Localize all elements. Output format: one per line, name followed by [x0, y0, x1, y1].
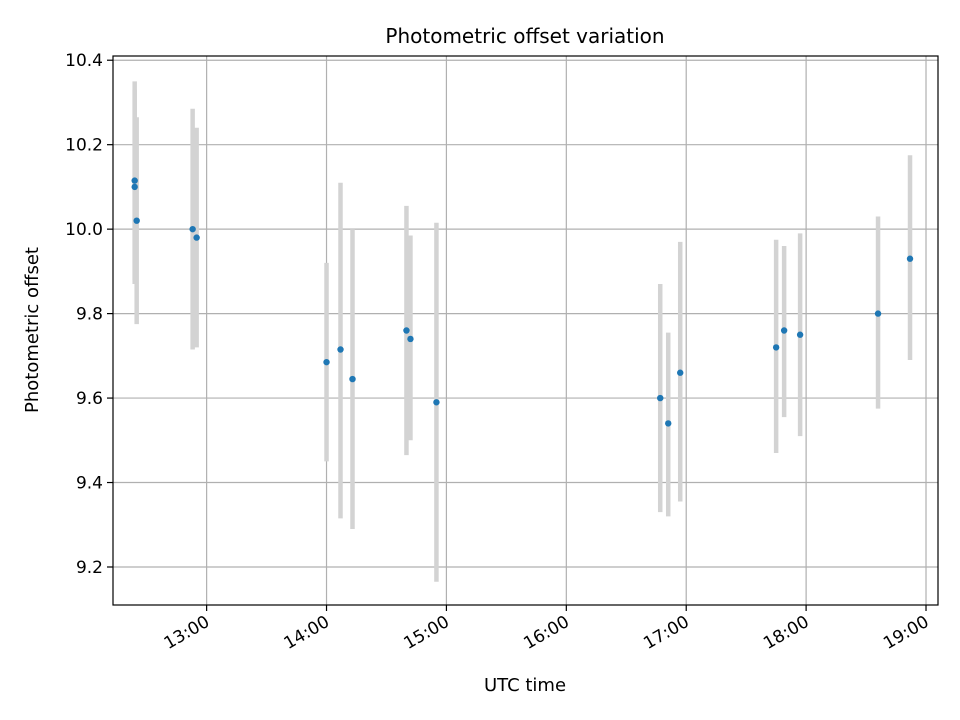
chart-title: Photometric offset variation: [385, 24, 664, 48]
y-tick-label: 9.4: [76, 474, 103, 494]
data-point: [323, 358, 330, 366]
data-point: [349, 375, 356, 383]
data-point: [403, 327, 410, 334]
y-tick-label: 9.2: [76, 558, 103, 578]
y-tick-label: 9.8: [76, 305, 103, 325]
data-point: [657, 394, 664, 402]
y-tick-label: 9.6: [76, 389, 103, 409]
data-point: [407, 335, 414, 343]
grid-lines: [113, 56, 938, 605]
data-point: [433, 399, 440, 406]
data-point: [337, 346, 344, 353]
x-axis-label: UTC time: [484, 675, 566, 696]
data-point: [796, 331, 804, 338]
data-point: [193, 234, 200, 241]
data-points: [131, 177, 914, 427]
y-tick-label: 10.2: [65, 136, 103, 156]
data-point: [780, 327, 788, 334]
data-point: [133, 217, 140, 224]
y-tick-label: 10.0: [65, 220, 103, 240]
data-point: [772, 344, 780, 351]
data-point: [906, 255, 914, 262]
data-point: [131, 183, 138, 191]
data-point: [665, 420, 672, 427]
plot-frame: [112, 55, 939, 606]
y-tick-label: 10.4: [65, 51, 103, 71]
y-axis-label: Photometric offset: [22, 247, 43, 413]
data-point: [677, 369, 684, 376]
data-point: [874, 310, 882, 317]
y-axis-ticks: 9.2 9.4 9.6 9.8 10.0 10.2 10.4: [65, 51, 113, 578]
data-point: [189, 225, 196, 233]
data-point: [131, 177, 138, 184]
